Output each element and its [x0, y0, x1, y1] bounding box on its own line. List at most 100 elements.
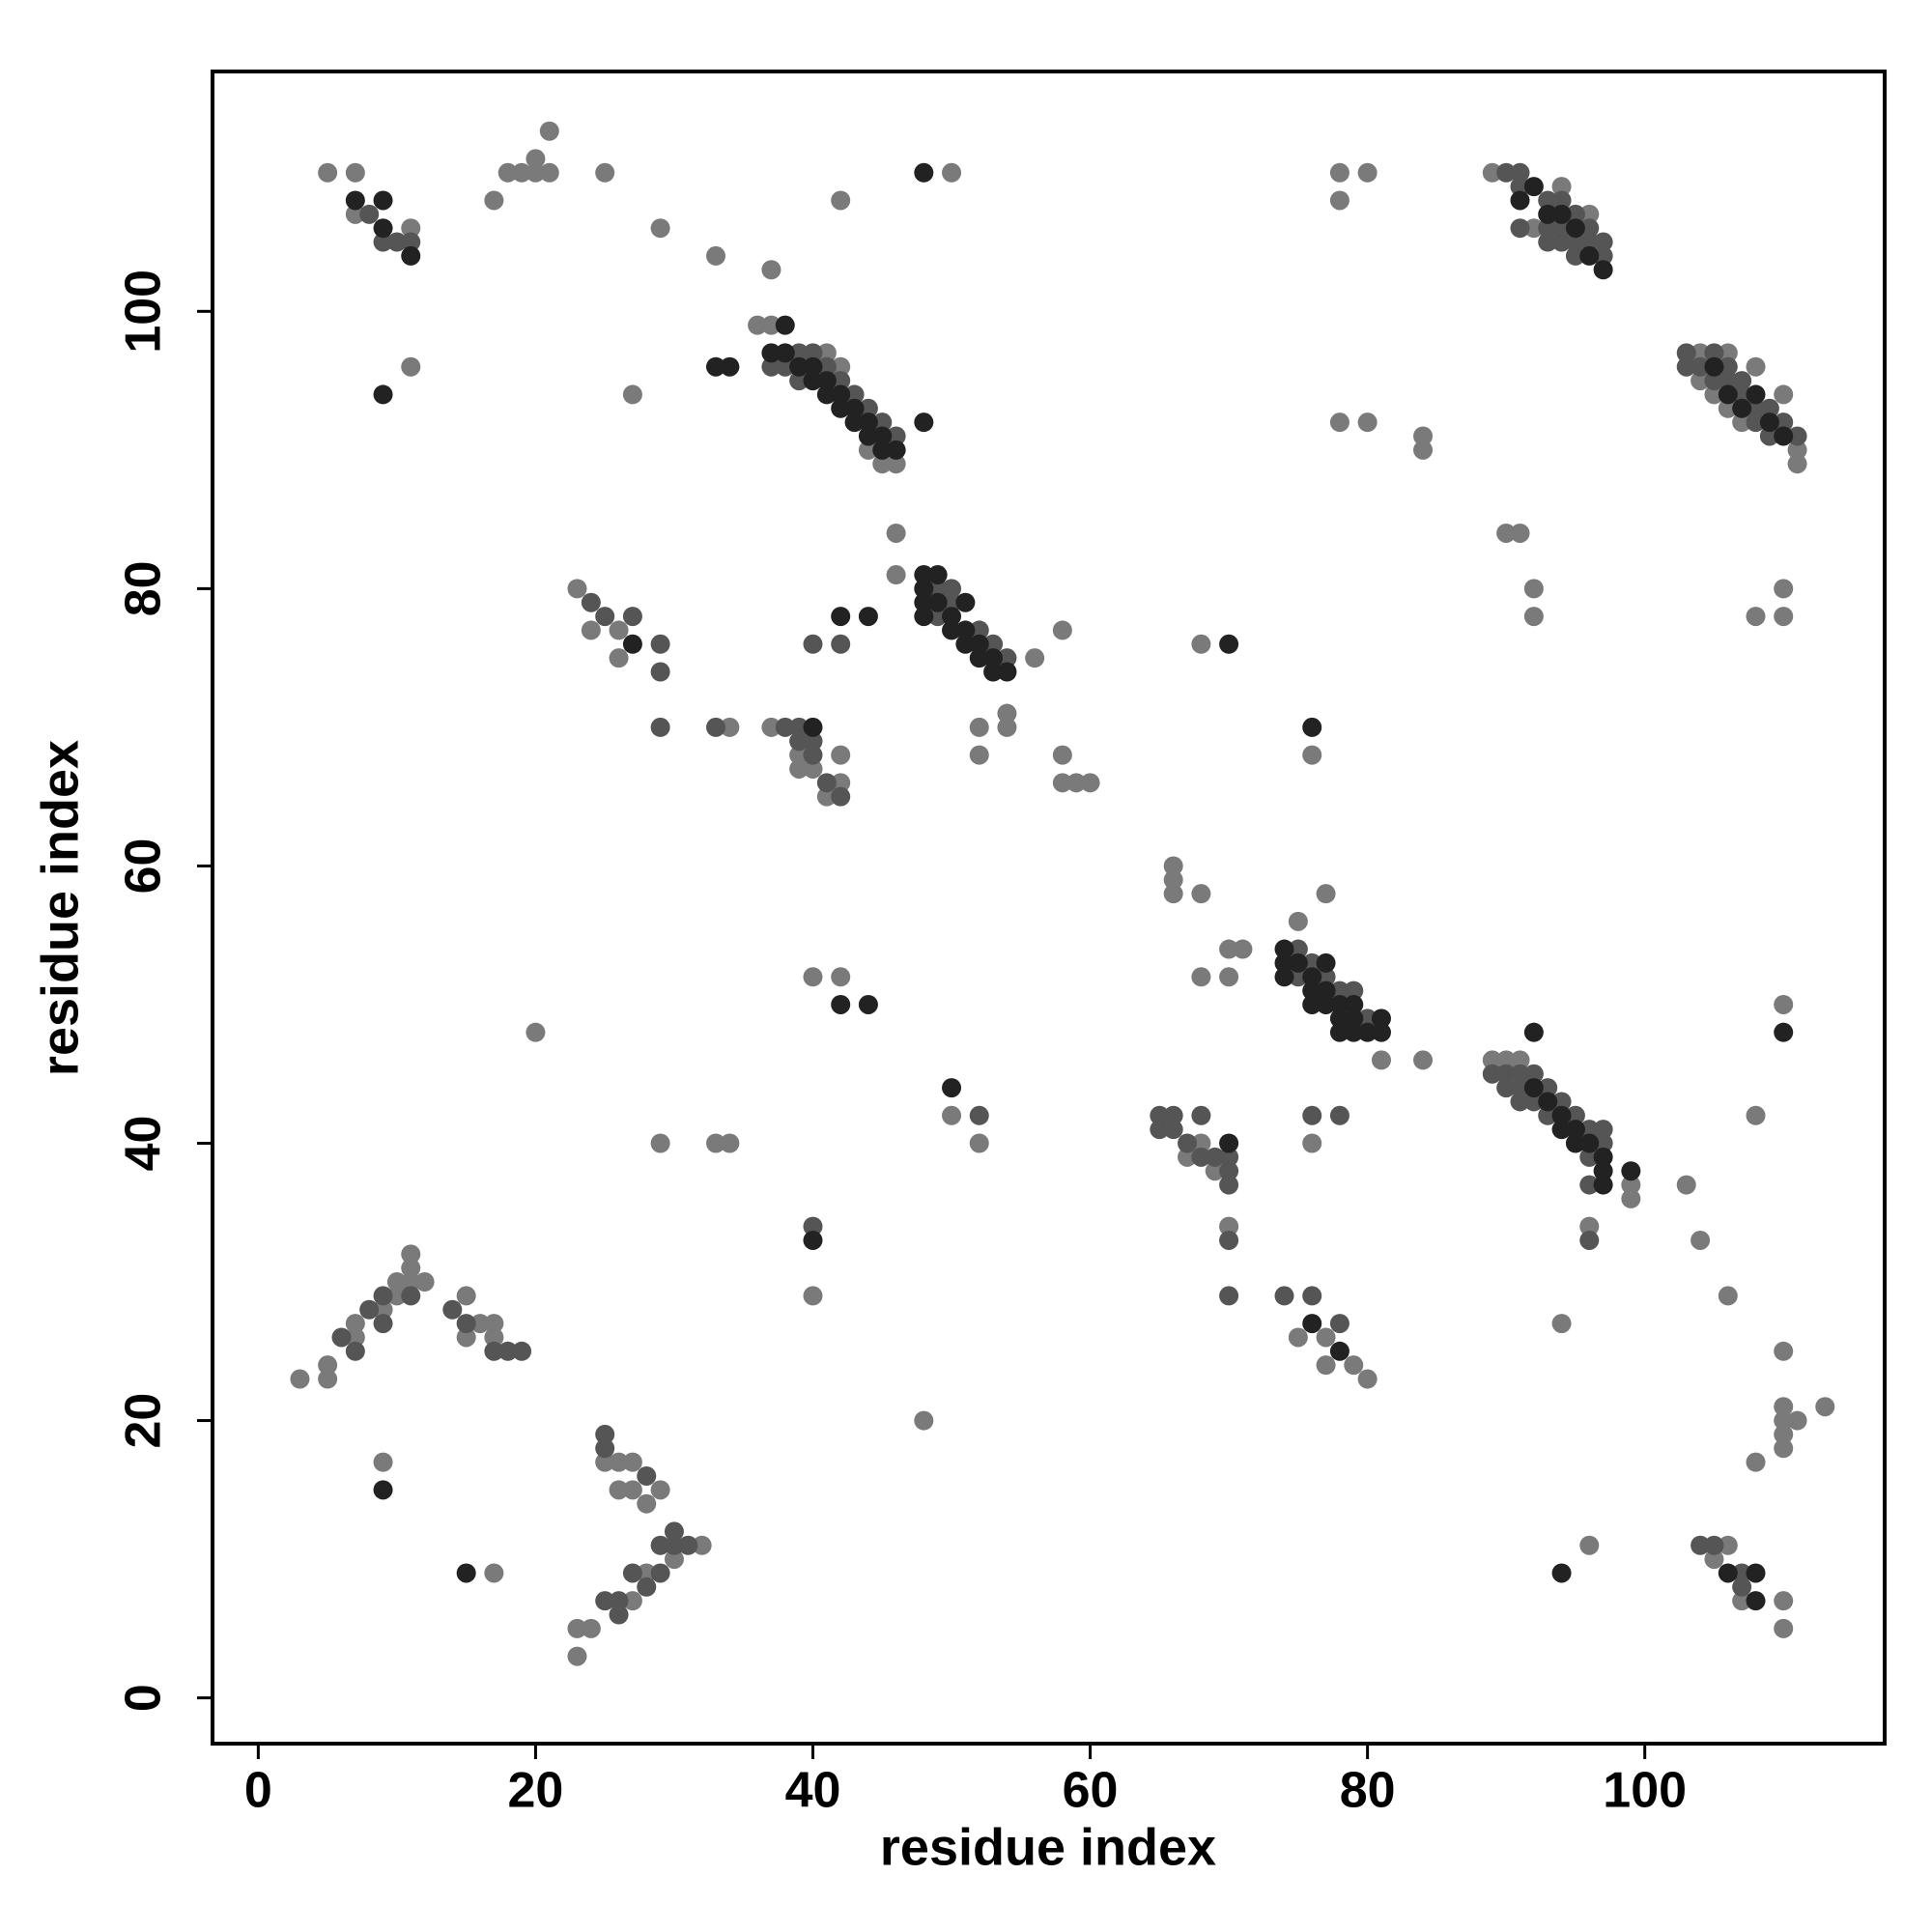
point [803, 343, 823, 363]
point [373, 384, 393, 405]
point [1413, 1050, 1434, 1070]
point [914, 412, 934, 433]
point [1732, 398, 1752, 418]
point [997, 703, 1017, 724]
point [1329, 162, 1350, 183]
point [1774, 426, 1794, 446]
y-tick-label: 60 [116, 838, 172, 895]
point [1288, 911, 1308, 931]
point [761, 315, 781, 335]
point [1732, 412, 1752, 433]
point [872, 454, 893, 474]
point [1787, 440, 1807, 460]
point [401, 356, 421, 377]
point [1178, 1147, 1198, 1167]
point [914, 607, 934, 627]
point [484, 1341, 504, 1361]
point [622, 1452, 642, 1472]
point [1774, 1022, 1794, 1042]
point [345, 1314, 365, 1334]
point [1219, 1216, 1239, 1236]
point [706, 717, 726, 737]
point [1579, 1133, 1600, 1153]
point [1413, 426, 1434, 446]
point [1510, 1078, 1530, 1098]
point [595, 162, 615, 183]
point [816, 356, 837, 377]
point [1774, 1438, 1794, 1459]
point [927, 565, 948, 585]
point [1746, 1563, 1766, 1583]
point [622, 384, 642, 405]
point [803, 967, 823, 987]
point [1551, 1120, 1572, 1140]
point [1774, 1397, 1794, 1417]
point [844, 412, 865, 433]
point [1510, 1064, 1530, 1084]
y-axis-title: residue index [31, 740, 89, 1076]
point [1357, 1022, 1378, 1042]
point [1718, 343, 1738, 363]
point [373, 218, 393, 239]
point [650, 1133, 670, 1153]
point [1565, 218, 1585, 239]
point [831, 398, 851, 418]
point [1732, 1563, 1752, 1583]
point [650, 218, 670, 239]
point [1219, 1230, 1239, 1250]
point [1579, 1535, 1600, 1555]
point [1787, 426, 1807, 446]
point [1704, 384, 1724, 405]
point [831, 356, 851, 377]
point [1302, 745, 1322, 765]
point [622, 1563, 642, 1583]
point [664, 1521, 684, 1542]
point [1191, 884, 1211, 904]
point [401, 232, 421, 252]
point [1510, 218, 1530, 239]
point [1302, 1105, 1322, 1125]
point [1704, 1549, 1724, 1570]
point [803, 745, 823, 765]
point [914, 1410, 934, 1431]
point [637, 1563, 657, 1583]
point [831, 994, 851, 1014]
point [1774, 1424, 1794, 1444]
point [1371, 1050, 1391, 1070]
point [1579, 1120, 1600, 1140]
point [886, 523, 906, 543]
point [761, 260, 781, 280]
point [927, 579, 948, 599]
point [720, 356, 740, 377]
point [1510, 1050, 1530, 1070]
point [1732, 1577, 1752, 1597]
point [1579, 218, 1600, 239]
point [567, 579, 587, 599]
point [775, 356, 795, 377]
point [1329, 994, 1350, 1014]
point [983, 634, 1004, 654]
point [484, 1314, 504, 1334]
x-tick-label: 20 [508, 1763, 564, 1819]
point [831, 384, 851, 405]
point [359, 204, 380, 224]
point [831, 607, 851, 627]
point [761, 343, 781, 363]
point [1774, 384, 1794, 405]
point [401, 1272, 421, 1293]
point [650, 1535, 670, 1555]
point [1787, 1410, 1807, 1431]
point [1579, 245, 1600, 266]
point [1163, 884, 1183, 904]
point [789, 717, 810, 737]
point [1329, 1009, 1350, 1029]
point [1551, 1563, 1572, 1583]
point [650, 717, 670, 737]
point [1774, 607, 1794, 627]
point [318, 162, 338, 183]
point [526, 162, 546, 183]
point [748, 315, 768, 335]
point [1551, 1105, 1572, 1125]
point [927, 592, 948, 612]
